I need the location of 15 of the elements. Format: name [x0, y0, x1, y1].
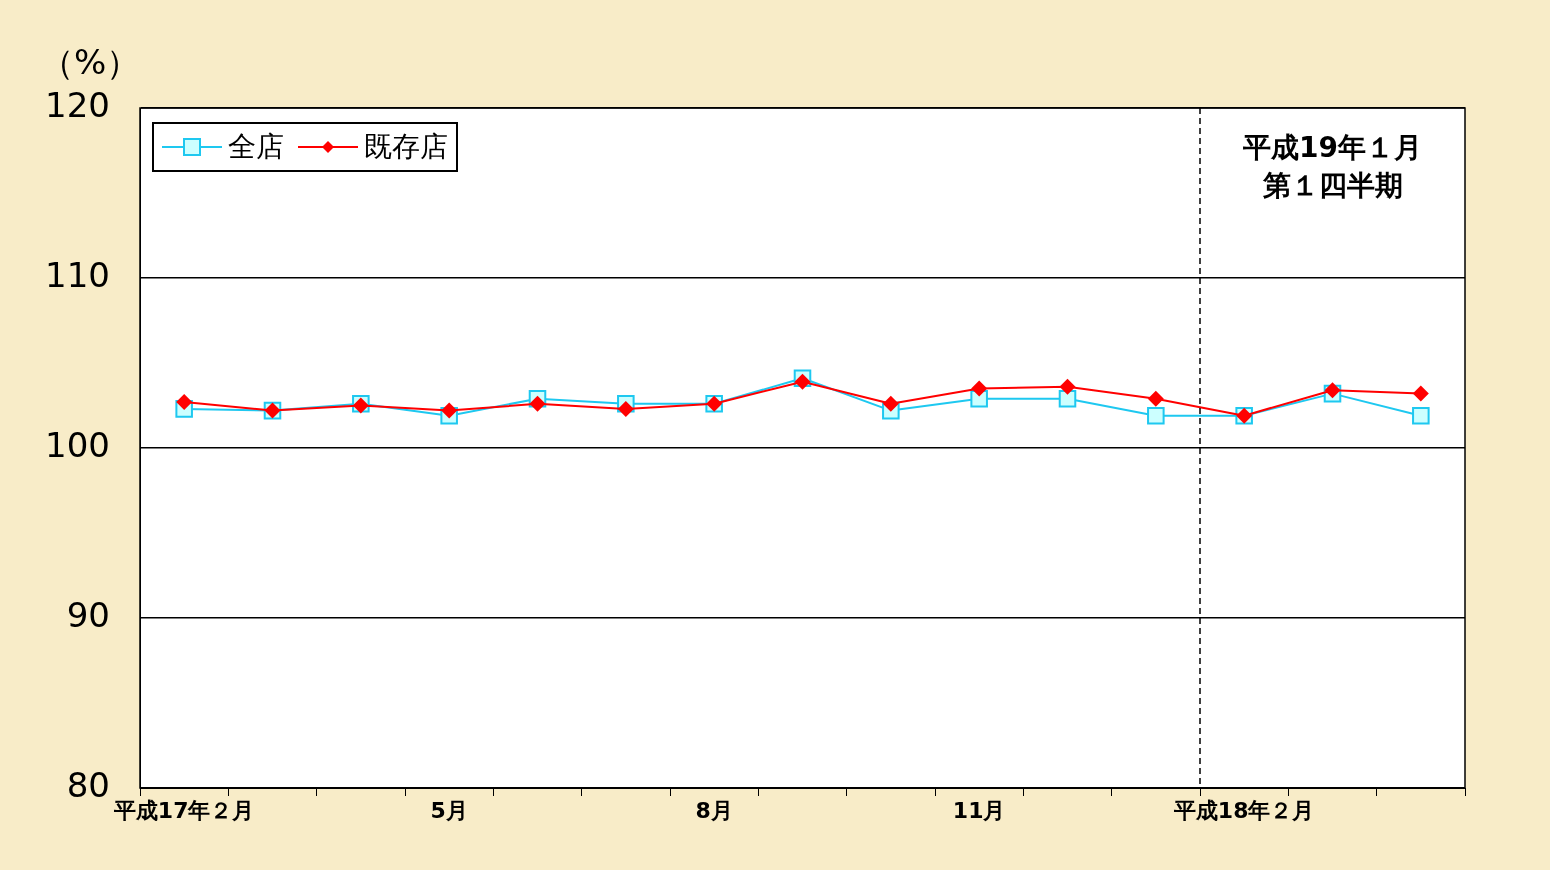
x-tick-label: 平成17年２月: [112, 797, 255, 823]
legend-label: 全店: [228, 129, 284, 165]
y-axis-title: （%）: [40, 41, 141, 84]
x-tick-label: 8月: [695, 797, 733, 823]
annotation: 第１四半期: [1261, 169, 1403, 203]
annotation: 平成19年１月: [1242, 131, 1422, 165]
x-tick-label: 11月: [952, 797, 1006, 823]
x-tick-label: 平成18年２月: [1172, 797, 1315, 823]
y-tick-label: 100: [45, 424, 110, 465]
y-tick-label: 110: [45, 254, 110, 295]
y-tick-label: 120: [45, 84, 110, 125]
x-tick-label: 5月: [430, 797, 468, 823]
y-tick-label: 90: [66, 594, 110, 635]
y-tick-label: 80: [66, 764, 110, 805]
legend-label: 既存店: [364, 129, 448, 165]
